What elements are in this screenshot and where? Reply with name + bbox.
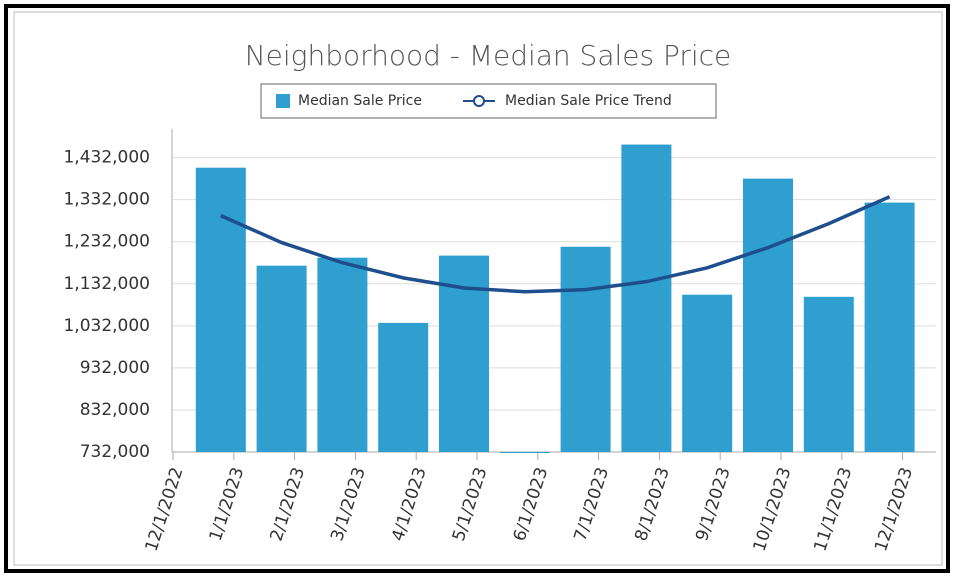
y-tick-label: 1,132,000	[63, 274, 150, 294]
y-tick-label: 832,000	[80, 400, 150, 420]
y-tick-label: 1,332,000	[63, 190, 150, 210]
bar	[803, 296, 854, 452]
trend-line	[220, 195, 891, 294]
frame	[4, 4, 950, 573]
legend-label: Median Sale Price Trend	[505, 93, 672, 109]
x-tick-label: 8/1/2023	[631, 465, 674, 544]
inner-frame	[13, 11, 943, 566]
legend-swatch	[276, 94, 290, 108]
y-tick-label: 732,000	[80, 442, 150, 462]
y-tick-label: 1,232,000	[63, 232, 150, 252]
legend-label: Median Sale Price	[298, 93, 422, 109]
bar	[743, 178, 793, 452]
x-tick-label: 11/1/2023	[810, 465, 856, 554]
y-tick-label: 1,032,000	[63, 316, 150, 336]
x-tick-label: 1/1/2023	[206, 465, 249, 544]
legend-marker	[473, 95, 485, 107]
x-tick-label: 3/1/2023	[327, 465, 370, 544]
bar	[499, 452, 550, 453]
x-tick-label: 9/1/2023	[692, 465, 735, 544]
x-tick-label: 6/1/2023	[510, 465, 553, 544]
bar	[378, 322, 429, 452]
bar	[621, 144, 672, 452]
y-tick-label: 1,432,000	[63, 148, 150, 168]
x-tick-label: 7/1/2023	[570, 465, 613, 544]
x-tick-label: 12/1/2022	[142, 465, 188, 554]
x-tick-label: 4/1/2023	[388, 465, 431, 544]
bar	[560, 246, 611, 452]
bar	[195, 167, 246, 453]
x-tick-label: 5/1/2023	[449, 465, 492, 544]
x-tick-label: 10/1/2023	[750, 465, 796, 554]
bar	[864, 202, 915, 452]
chart-title: Neighborhood - Median Sales Price	[245, 39, 732, 72]
x-tick-label: 2/1/2023	[266, 465, 309, 544]
x-tick-label: 12/1/2023	[871, 465, 917, 554]
bar	[256, 265, 307, 452]
y-tick-label: 932,000	[80, 358, 150, 378]
bar	[682, 294, 733, 452]
bar	[317, 257, 368, 452]
